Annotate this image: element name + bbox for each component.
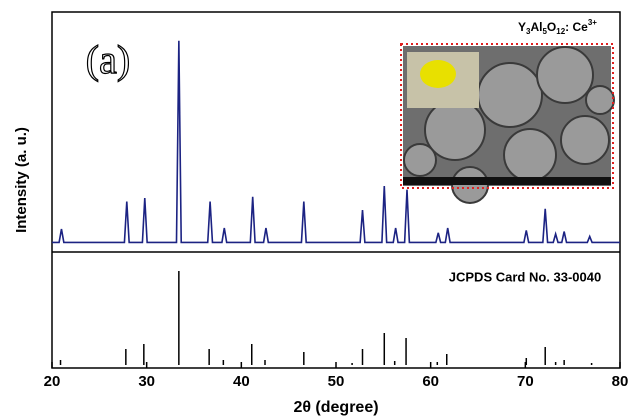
sem-inset xyxy=(401,44,614,203)
reference-label: JCPDS Card No. 33-0040 xyxy=(449,269,601,284)
chart: (a) Intensity (a. u.) JCPDS Card No. 33-… xyxy=(0,0,629,420)
x-tick-label: 40 xyxy=(233,373,250,390)
inset-label-part: O xyxy=(547,20,556,34)
panel-label: (a) xyxy=(86,37,130,82)
x-tick-label: 50 xyxy=(328,373,345,390)
x-tick-label: 60 xyxy=(422,373,439,390)
x-axis-label: 2θ (degree) xyxy=(293,399,378,416)
x-tick-label: 70 xyxy=(517,373,534,390)
inset-label-part: Y xyxy=(518,20,526,34)
scale-bar xyxy=(403,177,611,185)
x-tick-label: 80 xyxy=(612,373,629,390)
powder xyxy=(420,60,456,88)
x-tick-label: 20 xyxy=(44,373,61,390)
y-axis-label: Intensity (a. u.) xyxy=(13,127,30,233)
inset-label-part: Al xyxy=(530,20,542,34)
x-tick-label: 30 xyxy=(138,373,155,390)
inset-label-part: 3+ xyxy=(588,18,597,27)
inset-label-part: : Ce xyxy=(565,20,588,34)
inset-label: Y3Al5O12: Ce3+ xyxy=(518,18,597,36)
